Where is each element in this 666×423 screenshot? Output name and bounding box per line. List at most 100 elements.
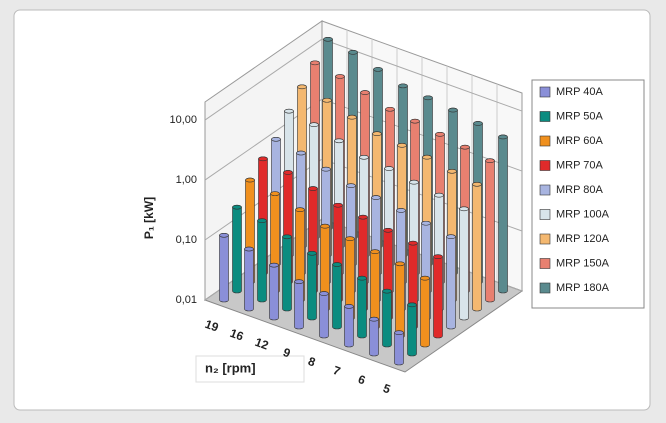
y-tick-label: 10,00 (169, 114, 197, 126)
bar-cap (296, 150, 306, 156)
bar-cap (409, 179, 419, 185)
bar-cap (370, 249, 380, 255)
legend-swatch (539, 135, 551, 147)
bar-cap (459, 206, 469, 212)
bar-cap (434, 192, 444, 198)
legend-swatch (539, 184, 551, 196)
legend-label: MRP 40A (556, 86, 604, 98)
bar-cap (309, 122, 319, 128)
bar-cap (358, 214, 368, 220)
y-tick-label: 1,00 (176, 174, 197, 186)
x-tick-label: 12 (253, 335, 271, 353)
bar-cap (395, 261, 405, 267)
bar-cap (460, 144, 470, 150)
legend-swatch (539, 86, 551, 98)
bar (407, 302, 417, 357)
bar-cap (297, 84, 307, 90)
bar-cap (359, 154, 369, 160)
bar (232, 204, 242, 294)
bar-cap (232, 204, 242, 210)
bar-cap (383, 227, 393, 233)
bar (369, 316, 379, 357)
legend-label: MRP 60A (556, 135, 604, 147)
bar-cap (371, 195, 381, 200)
bar-cap (435, 132, 445, 137)
bar-cap (407, 302, 417, 308)
bar-cap (323, 36, 333, 42)
bar-cap (408, 240, 418, 246)
bar-cap (310, 60, 320, 66)
bar-cap (422, 154, 432, 160)
bar-cap (446, 234, 456, 240)
legend-swatch (539, 282, 551, 294)
bar-cap (245, 177, 255, 183)
bar-cap (410, 118, 420, 124)
bar-cap (307, 250, 317, 256)
bar-cap (295, 207, 305, 213)
bar-cap (348, 50, 358, 55)
bar (257, 218, 267, 303)
bar-cap (398, 83, 408, 89)
bar (244, 246, 254, 312)
bar-cap (433, 254, 443, 259)
bar-cap (448, 107, 458, 113)
bar (433, 254, 443, 339)
legend-label: MRP 80A (556, 184, 604, 196)
bar-cap (397, 143, 407, 148)
bar-cap (269, 262, 279, 268)
bar-cap (396, 208, 406, 213)
bar-cap (257, 218, 267, 223)
grid-line (204, 38, 523, 121)
x-tick-label: 9 (281, 345, 292, 361)
bar (307, 250, 317, 321)
bar-cap (473, 121, 483, 126)
bar (420, 275, 430, 348)
bar-cap (384, 166, 394, 171)
x-tick-label: 8 (306, 354, 317, 370)
bar-cap (485, 158, 495, 164)
bar-cap (385, 106, 395, 112)
bar (269, 262, 279, 321)
legend-label: MRP 50A (556, 110, 604, 122)
legend-label: MRP 70A (556, 159, 604, 171)
x-title-box (195, 355, 305, 383)
bar (332, 262, 342, 330)
bar-cap (270, 191, 280, 196)
legend-label: MRP 180A (556, 282, 610, 294)
bar (472, 181, 482, 312)
bar-cap (332, 262, 342, 267)
legend-box (531, 79, 645, 309)
bar (498, 134, 508, 294)
bar (446, 234, 456, 330)
bar-cap (282, 234, 292, 240)
bar-cap (294, 279, 304, 284)
bar-cap (346, 183, 356, 188)
bar (394, 330, 404, 366)
bar-cap (498, 134, 508, 140)
bar-cap (382, 288, 392, 294)
legend-swatch (539, 258, 551, 269)
bar-cap (423, 95, 433, 101)
legend-label: MRP 120A (556, 233, 610, 245)
legend-swatch (539, 160, 551, 171)
bar-cap (394, 330, 404, 336)
bar (282, 234, 292, 312)
legend-swatch (539, 233, 551, 245)
bar-cap (357, 275, 367, 281)
bar-cap (360, 90, 370, 95)
bar-cap (447, 168, 457, 174)
y-axis-title: P₁ [kW] (142, 197, 156, 239)
bar-cap (319, 291, 329, 296)
bar-cap (335, 74, 345, 79)
bar-cap (271, 136, 281, 142)
bar-cap (372, 131, 382, 137)
bar-cap (472, 181, 482, 187)
bar-cap (320, 223, 330, 229)
legend-swatch (539, 209, 551, 220)
x-tick-label: 5 (381, 381, 392, 397)
x-axis-title: n₂ [rpm] (205, 360, 256, 375)
legend-swatch (539, 111, 551, 122)
y-tick-label: 0,01 (176, 294, 197, 306)
